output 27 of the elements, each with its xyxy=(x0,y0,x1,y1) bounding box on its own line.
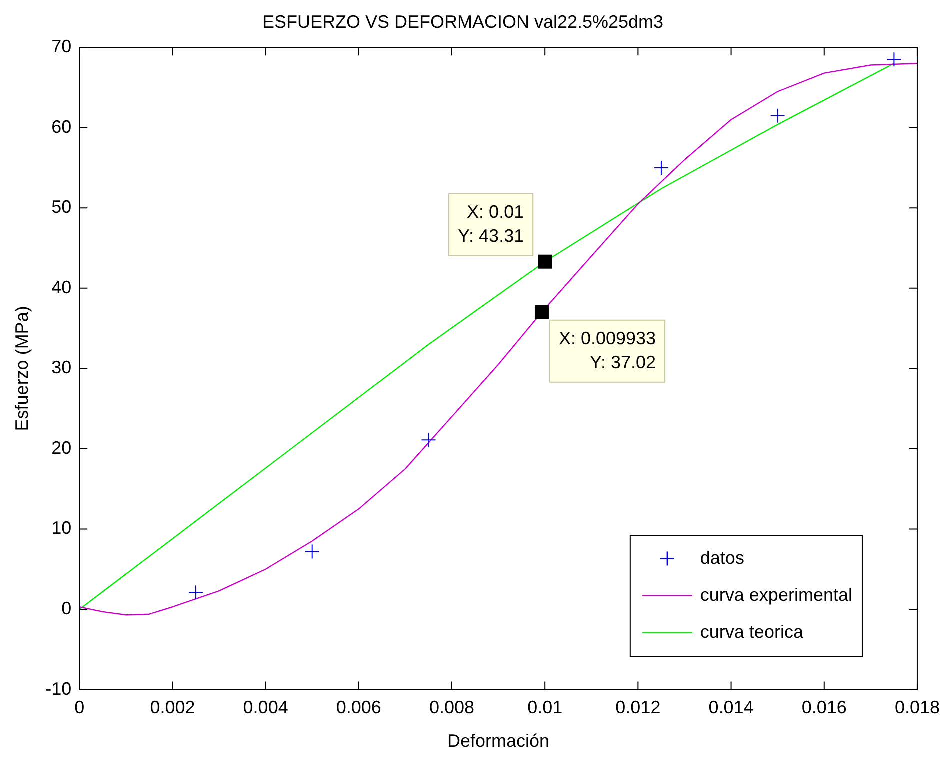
legend-label: curva teorica xyxy=(700,622,804,642)
chart-title: ESFUERZO VS DEFORMACION val22.5%25dm3 xyxy=(262,12,664,32)
x-tick-label: 0.004 xyxy=(243,698,288,718)
y-tick-label: 40 xyxy=(52,277,72,298)
annotation: X: 0.009933 Y: 37.02 xyxy=(558,328,656,372)
y-tick-label: 10 xyxy=(52,518,72,538)
y-tick-label: -10 xyxy=(46,678,72,699)
x-tick-label: 0.012 xyxy=(616,698,661,718)
x-tick-label: 0.014 xyxy=(708,698,754,718)
y-tick-label: 50 xyxy=(52,197,72,218)
y-tick-label: 70 xyxy=(52,36,72,57)
x-tick-label: 0.002 xyxy=(150,698,196,718)
x-tick-label: 0.016 xyxy=(802,698,847,718)
x-tick-label: 0 xyxy=(74,698,85,718)
x-axis-title: Deformación xyxy=(448,731,550,752)
y-axis-title: Esfuerzo (MPa) xyxy=(12,306,32,432)
annotation: X: 0.01 Y: 43.31 xyxy=(458,202,524,246)
y-tick-label: 60 xyxy=(52,116,72,137)
legend-label: curva experimental xyxy=(700,584,852,605)
legend-label: datos xyxy=(700,548,744,568)
y-tick-label: 20 xyxy=(52,438,72,458)
x-tick-label: 0.018 xyxy=(894,698,940,718)
x-tick-label: 0.01 xyxy=(528,698,563,718)
y-tick-label: 0 xyxy=(62,598,72,618)
x-tick-label: 0.008 xyxy=(429,698,475,718)
y-tick-label: 30 xyxy=(52,358,72,378)
x-tick-label: 0.006 xyxy=(336,698,382,718)
